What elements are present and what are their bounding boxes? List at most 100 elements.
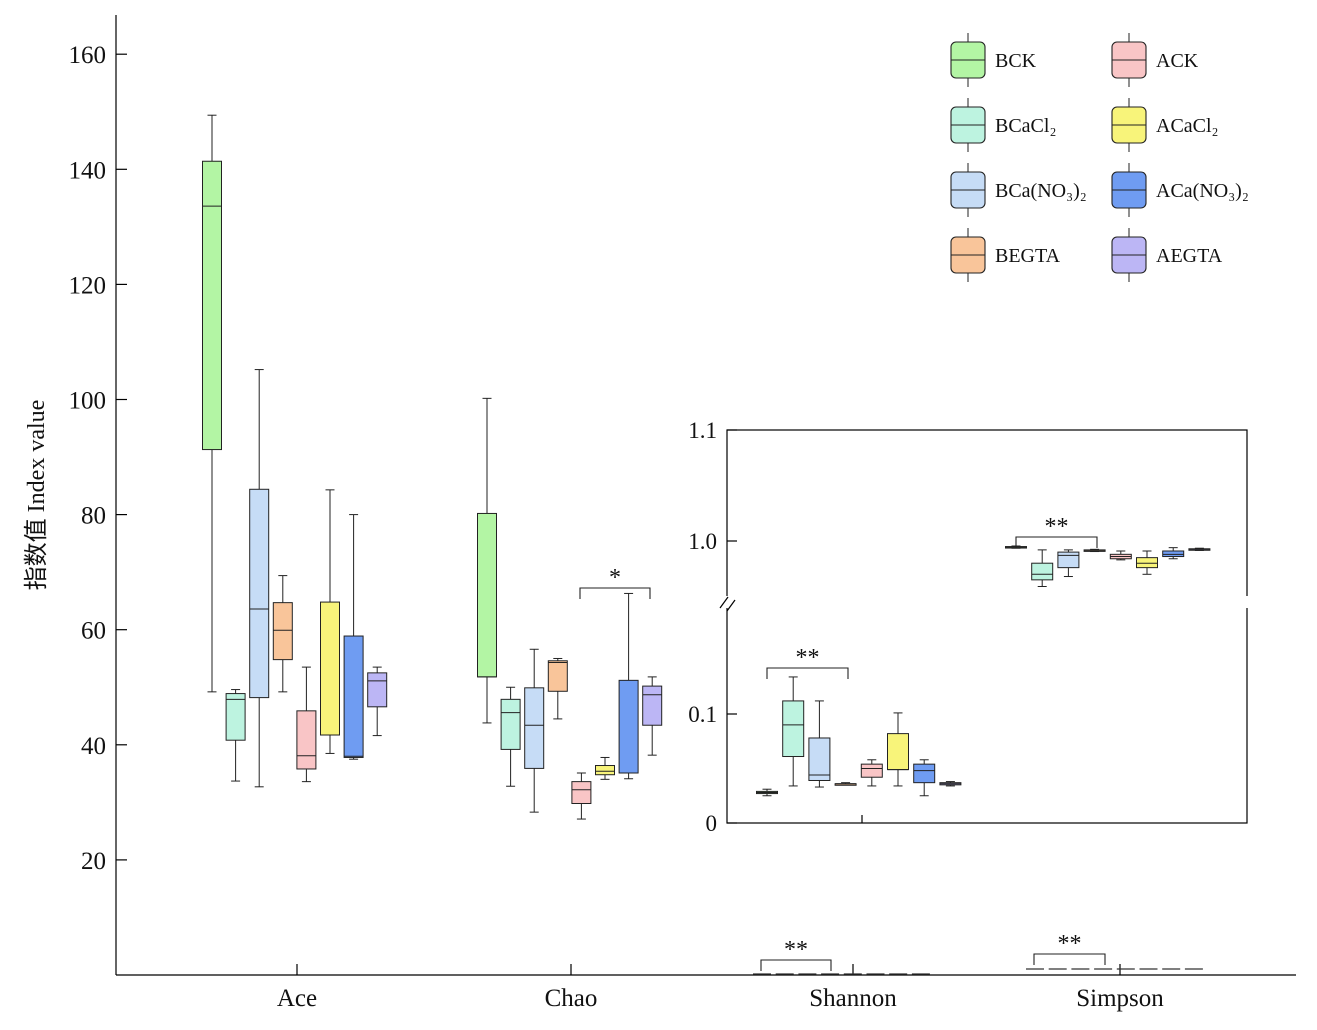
box-body	[249, 488, 270, 699]
inset-box-series	[756, 545, 1211, 797]
significance-label: **	[796, 645, 820, 671]
box-body	[367, 672, 388, 708]
legend-item: AEGTA	[1111, 228, 1223, 282]
box-plot	[320, 489, 340, 754]
box-plot	[860, 759, 883, 787]
bracket-line	[1015, 536, 1098, 548]
main-plot: 20 40 60 80 100 120 140 160 Ace Chao Shannon Simps…	[23, 15, 1296, 1012]
box-body	[571, 781, 592, 805]
box-body	[1031, 562, 1054, 581]
box-body	[320, 601, 340, 736]
box-plot	[1083, 548, 1106, 553]
significance-bracket: **	[1033, 931, 1106, 965]
box-plot	[571, 772, 592, 820]
box-plot	[782, 676, 805, 787]
x-tick-label: Chao	[545, 985, 598, 1012]
box-body	[887, 733, 909, 771]
box-body	[1136, 557, 1158, 569]
significance-annotations: *** **	[579, 565, 1106, 971]
break-gap-right	[1240, 596, 1254, 608]
legend-item: BCa(NO₃)₂	[950, 163, 1087, 217]
significance-label: **	[1045, 514, 1069, 540]
legend-label: AEGTA	[1156, 245, 1223, 267]
box-plot	[477, 397, 497, 724]
box-plot	[367, 666, 388, 737]
box-plot	[343, 514, 364, 760]
box-body	[547, 660, 568, 692]
inset-significance-annotations: ** **	[766, 514, 1098, 679]
box-body	[860, 763, 883, 778]
box-body	[595, 765, 615, 776]
legend-label: BEGTA	[995, 245, 1061, 267]
box-plot	[1057, 549, 1080, 578]
box-body	[618, 679, 639, 774]
box-plot	[808, 700, 831, 788]
significance-bracket: *	[579, 565, 651, 599]
box-plot	[1162, 547, 1185, 560]
box-body	[642, 685, 663, 726]
y-tick-label: 40	[81, 733, 106, 760]
bracket-line	[579, 587, 651, 599]
y-axis-ticks: 20 40 60 80 100 120 140 160	[69, 42, 127, 875]
box-plot	[1136, 550, 1158, 575]
significance-bracket: **	[760, 937, 832, 971]
legend-label: ACK	[1156, 50, 1199, 72]
legend-label: ACaCl₂	[1156, 115, 1219, 137]
box-plot	[1188, 547, 1211, 551]
box-plot	[249, 369, 270, 788]
inset-y-tick-label: 0	[706, 811, 718, 836]
inset-y-tick-label: 0.1	[688, 702, 717, 727]
box-plot	[225, 689, 246, 782]
box-body	[225, 693, 246, 741]
legend-item: BEGTA	[950, 228, 1061, 282]
bracket-line	[760, 959, 832, 971]
box-body	[272, 602, 293, 661]
y-tick-label: 120	[69, 272, 107, 299]
box-body	[782, 700, 805, 758]
inset-y-tick-label: 1.0	[688, 529, 717, 554]
x-tick-label: Shannon	[809, 985, 897, 1012]
significance-label: **	[1058, 931, 1082, 957]
box-body	[808, 737, 831, 781]
box-body	[1162, 550, 1185, 558]
box-plot	[524, 648, 545, 813]
box-body	[477, 512, 497, 678]
inset-frame	[726, 429, 1248, 824]
box-plot	[296, 666, 317, 783]
legend-label: ACa(NO₃)₂	[1156, 180, 1249, 202]
x-tick-label: Ace	[277, 985, 317, 1012]
box-plot	[595, 756, 615, 780]
box-body	[913, 763, 936, 784]
y-tick-label: 80	[81, 503, 106, 530]
break-slash	[719, 596, 729, 609]
box-plot	[642, 676, 663, 756]
inset-plot: 0 0.1 1.0 1.1 ** **	[688, 418, 1254, 836]
y-tick-label: 140	[69, 157, 107, 184]
legend-item: ACaCl₂	[1111, 98, 1219, 152]
inset-y-tick-label: 1.1	[688, 418, 717, 443]
legend-item: BCaCl₂	[950, 98, 1056, 152]
legend-item: BCK	[950, 33, 1037, 87]
box-plot	[756, 788, 778, 797]
legend-label: BCa(NO₃)₂	[995, 180, 1087, 202]
box-plot	[202, 114, 222, 693]
break-slash	[726, 599, 736, 612]
box-body	[500, 698, 521, 750]
legend-label: BCK	[995, 50, 1037, 72]
significance-label: **	[784, 937, 808, 963]
box-plot	[1031, 549, 1054, 588]
box-plot	[500, 686, 521, 787]
y-tick-label: 160	[69, 42, 107, 69]
significance-bracket: **	[766, 645, 849, 679]
significance-label: *	[609, 565, 621, 591]
legend-item: ACa(NO₃)₂	[1111, 163, 1249, 217]
box-body	[202, 160, 222, 451]
box-body	[1057, 551, 1080, 569]
legend-item: ACK	[1111, 33, 1199, 87]
legend-label: BCaCl₂	[995, 115, 1056, 137]
box-plot	[887, 712, 909, 787]
box-plot	[272, 575, 293, 693]
inset-y-ticks: 0 0.1 1.0 1.1	[688, 418, 863, 836]
box-plot	[913, 759, 936, 797]
box-body	[524, 687, 545, 769]
